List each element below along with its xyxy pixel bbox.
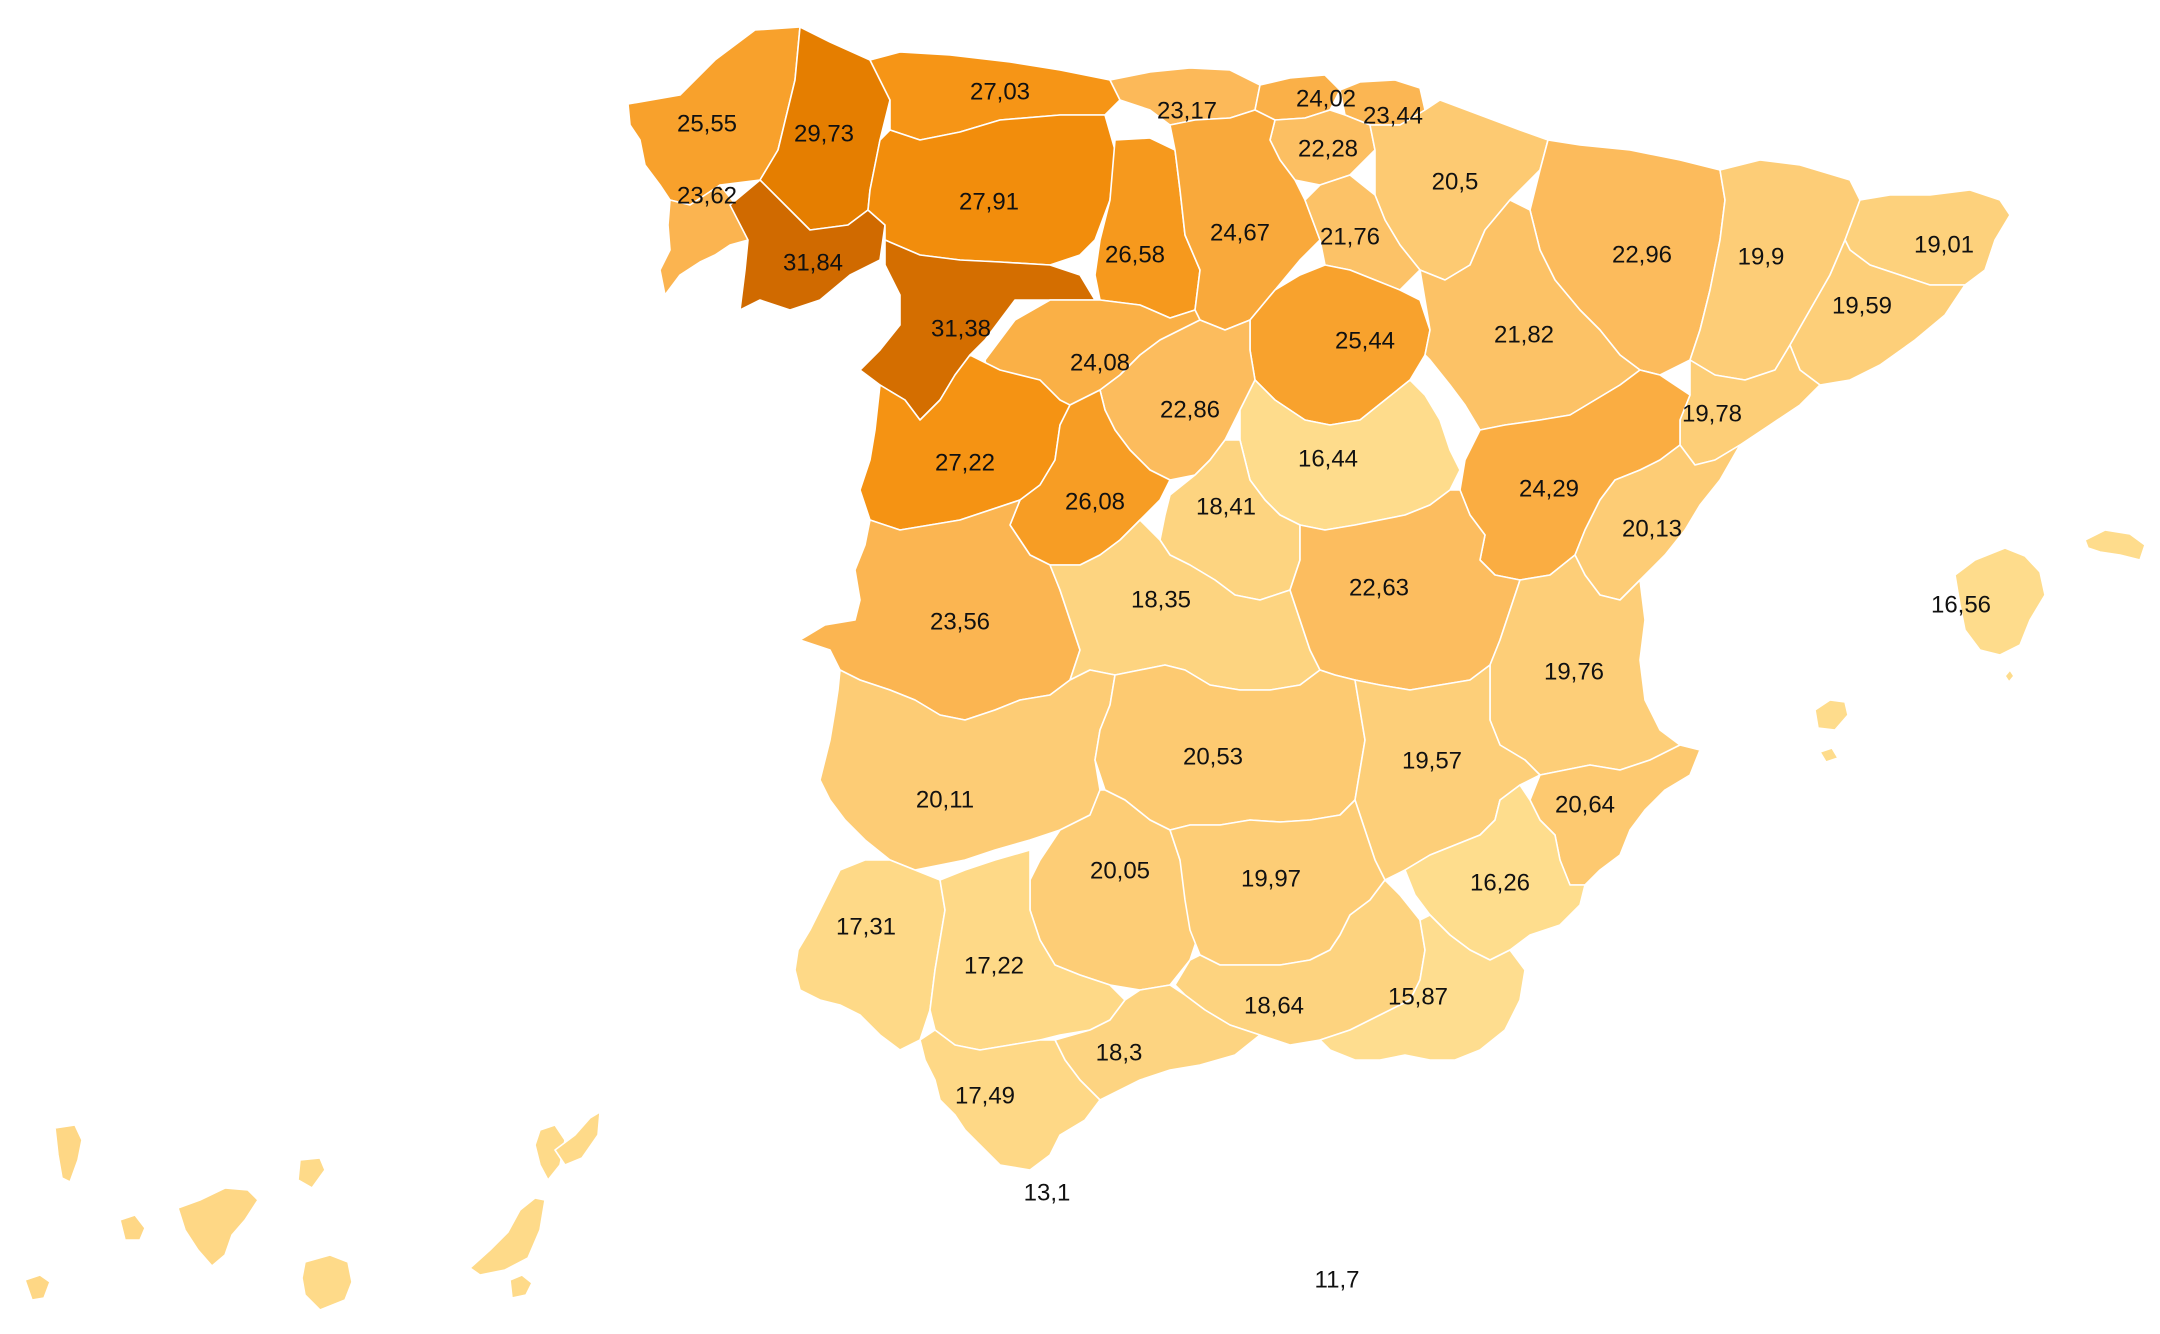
region-value-label-almeria: 15,87: [1388, 983, 1448, 1010]
region-value-label-navarra: 20,5: [1432, 168, 1479, 195]
region-leon[interactable]: [867, 114, 1116, 266]
region-value-label-badajoz: 20,11: [916, 786, 974, 813]
region-value-label-huesca: 22,96: [1612, 241, 1672, 268]
region-value-label-madrid: 18,41: [1196, 493, 1256, 520]
region-value-label-lugo: 29,73: [794, 120, 854, 147]
region-a-coruna[interactable]: [627, 26, 801, 206]
region-value-label-cuenca: 22,63: [1349, 574, 1409, 601]
region-pontevedra[interactable]: [659, 184, 749, 296]
region-santa-cruz-tenerife[interactable]: [24, 1124, 259, 1301]
region-value-label-burgos: 24,67: [1210, 219, 1270, 246]
region-value-label-salamanca: 27,22: [935, 449, 995, 476]
region-value-label-alicante: 20,64: [1555, 791, 1615, 818]
region-value-label-castellon: 20,13: [1622, 515, 1682, 542]
region-value-label-huelva: 17,31: [836, 913, 896, 940]
region-burgos[interactable]: [1169, 109, 1321, 331]
region-value-label-barcelona: 19,59: [1832, 292, 1892, 319]
region-melilla[interactable]: [1324, 1305, 1338, 1315]
region-value-label-soria: 25,44: [1335, 327, 1395, 354]
region-value-label-a-coruna: 25,55: [677, 110, 737, 137]
region-value-label-tarragona: 19,78: [1682, 400, 1742, 427]
region-value-label-teruel: 24,29: [1519, 475, 1579, 502]
region-value-label-zamora: 31,38: [931, 315, 991, 342]
region-value-label-la-rioja: 21,76: [1320, 223, 1380, 250]
region-value-label-murcia: 16,26: [1470, 869, 1530, 896]
region-value-label-pontevedra: 23,62: [677, 182, 737, 209]
region-almeria[interactable]: [1319, 914, 1526, 1061]
region-value-label-ourense: 31,84: [783, 249, 843, 276]
region-cadiz[interactable]: [919, 1029, 1101, 1171]
region-value-label-malaga: 18,3: [1096, 1039, 1143, 1066]
region-value-label-melilla: 11,7: [1315, 1266, 1360, 1293]
region-value-label-araba: 22,28: [1298, 135, 1358, 162]
region-value-label-lleida: 19,9: [1738, 243, 1785, 270]
region-value-label-ceuta: 13,1: [1024, 1179, 1071, 1206]
region-value-label-sevilla: 17,22: [964, 952, 1024, 979]
region-value-label-guadalajara: 16,44: [1298, 445, 1358, 472]
region-value-label-granada: 18,64: [1244, 992, 1304, 1019]
region-value-label-avila: 26,08: [1065, 488, 1125, 515]
region-value-label-cadiz: 17,49: [955, 1082, 1015, 1109]
region-value-label-cordoba: 20,05: [1090, 857, 1150, 884]
region-value-label-asturias: 27,03: [970, 78, 1030, 105]
region-las-palmas[interactable]: [554, 1111, 601, 1166]
region-value-label-jaen: 19,97: [1241, 865, 1301, 892]
region-value-label-ciudad-real: 20,53: [1183, 743, 1243, 770]
region-value-label-albacete: 19,57: [1402, 747, 1462, 774]
region-las-palmas[interactable]: [297, 1124, 566, 1311]
region-value-label-zaragoza: 21,82: [1494, 321, 1554, 348]
region-value-label-palencia: 26,58: [1105, 241, 1165, 268]
region-las-palmas[interactable]: [469, 1197, 546, 1276]
region-value-label-valencia: 19,76: [1544, 658, 1604, 685]
region-value-label-cantabria: 23,17: [1157, 97, 1217, 124]
region-huelva[interactable]: [794, 859, 946, 1051]
region-value-label-bizkaia: 24,02: [1296, 85, 1356, 112]
region-value-label-segovia: 22,86: [1160, 396, 1220, 423]
region-value-label-valladolid: 24,08: [1070, 349, 1130, 376]
region-barcelona[interactable]: [1789, 239, 1966, 386]
region-value-label-gipuzkoa: 23,44: [1363, 102, 1423, 129]
region-value-label-girona: 19,01: [1914, 231, 1974, 258]
region-value-label-toledo: 18,35: [1131, 586, 1191, 613]
region-value-label-baleares: 16,56: [1931, 591, 1991, 618]
region-value-label-caceres: 23,56: [930, 608, 990, 635]
region-ceuta[interactable]: [1057, 1175, 1071, 1185]
region-baleares[interactable]: [1814, 529, 2146, 763]
region-ourense[interactable]: [729, 179, 886, 311]
region-value-label-leon: 27,91: [959, 188, 1019, 215]
